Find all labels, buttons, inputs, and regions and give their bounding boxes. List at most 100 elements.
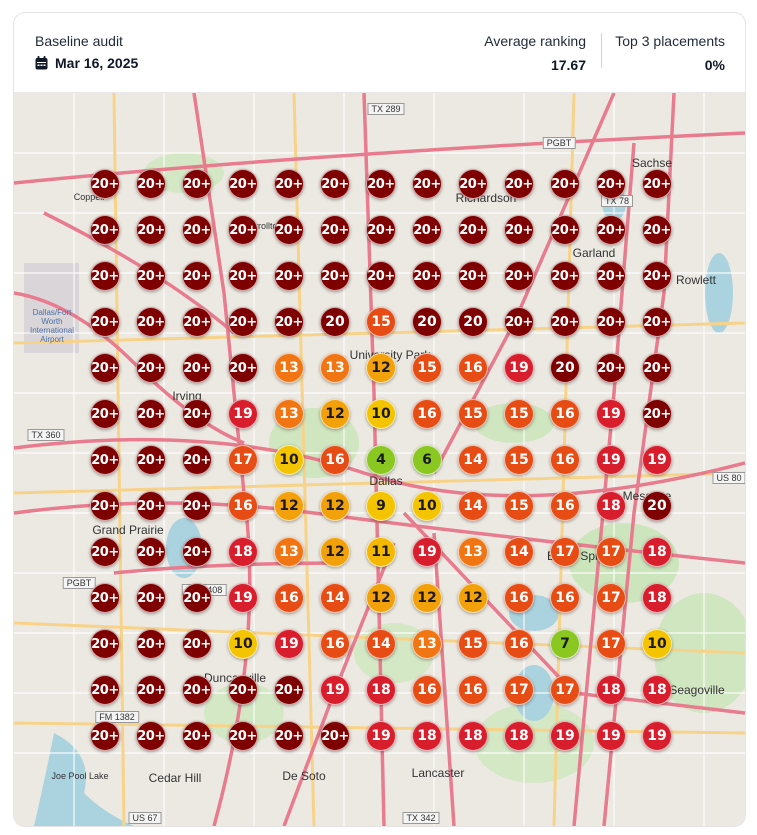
rank-pin[interactable]: 18	[504, 721, 534, 751]
rank-pin[interactable]: 19	[504, 353, 534, 383]
rank-pin[interactable]: 20+	[274, 675, 304, 705]
rank-pin[interactable]: 16	[550, 399, 580, 429]
rank-pin[interactable]: 20+	[182, 583, 212, 613]
rank-pin[interactable]: 20+	[504, 307, 534, 337]
rank-pin[interactable]: 13	[458, 537, 488, 567]
rank-pin[interactable]: 13	[274, 353, 304, 383]
rank-pin[interactable]: 20+	[90, 491, 120, 521]
rank-pin[interactable]: 12	[320, 537, 350, 567]
rank-pin[interactable]: 17	[504, 675, 534, 705]
rank-pin[interactable]: 12	[412, 583, 442, 613]
rank-pin[interactable]: 20+	[274, 261, 304, 291]
rank-pin[interactable]: 18	[458, 721, 488, 751]
rank-pin[interactable]: 12	[458, 583, 488, 613]
rank-pin[interactable]: 20+	[90, 215, 120, 245]
rank-pin[interactable]: 15	[504, 445, 534, 475]
rank-pin[interactable]: 20+	[182, 537, 212, 567]
rank-pin[interactable]: 20+	[228, 169, 258, 199]
rank-pin[interactable]: 20+	[320, 215, 350, 245]
rank-pin[interactable]: 14	[458, 491, 488, 521]
rank-pin[interactable]: 17	[596, 537, 626, 567]
rank-pin[interactable]: 11	[366, 537, 396, 567]
rank-pin[interactable]: 14	[366, 629, 396, 659]
rank-pin[interactable]: 16	[228, 491, 258, 521]
rank-pin[interactable]: 15	[504, 399, 534, 429]
rank-pin[interactable]: 20	[458, 307, 488, 337]
rank-pin[interactable]: 18	[596, 491, 626, 521]
rank-pin[interactable]: 16	[412, 399, 442, 429]
rank-pin[interactable]: 20+	[366, 261, 396, 291]
rank-pin[interactable]: 20+	[90, 399, 120, 429]
rank-pin[interactable]: 20+	[366, 169, 396, 199]
rank-pin[interactable]: 20+	[550, 261, 580, 291]
rank-pin[interactable]: 13	[274, 537, 304, 567]
rank-pin[interactable]: 20+	[136, 353, 166, 383]
rank-pin[interactable]: 13	[274, 399, 304, 429]
rank-pin[interactable]: 20+	[90, 353, 120, 383]
rank-pin[interactable]: 19	[596, 399, 626, 429]
rank-pin[interactable]: 16	[504, 629, 534, 659]
rank-pin[interactable]: 16	[550, 583, 580, 613]
rank-pin[interactable]: 20+	[90, 629, 120, 659]
rank-pin[interactable]: 20+	[228, 307, 258, 337]
rank-pin[interactable]: 17	[228, 445, 258, 475]
rank-pin[interactable]: 20+	[228, 353, 258, 383]
rank-pin[interactable]: 20+	[136, 215, 166, 245]
rank-pin[interactable]: 18	[366, 675, 396, 705]
rank-pin[interactable]: 20+	[320, 721, 350, 751]
rank-pin[interactable]: 10	[228, 629, 258, 659]
rank-pin[interactable]: 19	[228, 583, 258, 613]
rank-pin[interactable]: 16	[504, 583, 534, 613]
rank-pin[interactable]: 20+	[458, 215, 488, 245]
rank-pin[interactable]: 20+	[412, 261, 442, 291]
rank-pin[interactable]: 20+	[274, 169, 304, 199]
rank-pin[interactable]: 15	[458, 399, 488, 429]
rank-pin[interactable]: 15	[412, 353, 442, 383]
rank-pin[interactable]: 10	[366, 399, 396, 429]
rank-pin[interactable]: 9	[366, 491, 396, 521]
rank-pin[interactable]: 20+	[504, 215, 534, 245]
rank-pin[interactable]: 18	[642, 675, 672, 705]
rank-pin[interactable]: 20+	[182, 675, 212, 705]
rank-pin[interactable]: 20+	[642, 169, 672, 199]
rank-pin[interactable]: 19	[274, 629, 304, 659]
rank-pin[interactable]: 16	[458, 353, 488, 383]
rank-pin[interactable]: 15	[366, 307, 396, 337]
rank-pin[interactable]: 20+	[90, 261, 120, 291]
rank-pin[interactable]: 20+	[596, 169, 626, 199]
rank-pin[interactable]: 20+	[366, 215, 396, 245]
rank-pin[interactable]: 20+	[642, 307, 672, 337]
rank-pin[interactable]: 20	[642, 491, 672, 521]
rank-pin[interactable]: 20+	[320, 169, 350, 199]
rank-pin[interactable]: 16	[274, 583, 304, 613]
rank-pin[interactable]: 20+	[550, 169, 580, 199]
rank-pin[interactable]: 20+	[182, 215, 212, 245]
rank-pin[interactable]: 19	[642, 721, 672, 751]
rank-pin[interactable]: 18	[412, 721, 442, 751]
rank-pin[interactable]: 20+	[136, 583, 166, 613]
rank-pin[interactable]: 20+	[136, 537, 166, 567]
rank-pin[interactable]: 12	[366, 583, 396, 613]
rank-pin[interactable]: 19	[550, 721, 580, 751]
rank-pin[interactable]: 18	[642, 537, 672, 567]
rank-pin[interactable]: 20+	[550, 307, 580, 337]
rank-pin[interactable]: 18	[596, 675, 626, 705]
rank-pin[interactable]: 19	[596, 445, 626, 475]
rank-pin[interactable]: 20+	[596, 261, 626, 291]
rank-pin[interactable]: 20+	[136, 307, 166, 337]
rank-pin[interactable]: 16	[320, 445, 350, 475]
rank-pin[interactable]: 20+	[182, 399, 212, 429]
rank-pin[interactable]: 20+	[228, 215, 258, 245]
rank-pin[interactable]: 15	[504, 491, 534, 521]
rank-pin[interactable]: 20	[412, 307, 442, 337]
rank-pin[interactable]: 20+	[182, 261, 212, 291]
rank-pin[interactable]: 20+	[182, 721, 212, 751]
rank-pin[interactable]: 6	[412, 445, 442, 475]
rank-pin[interactable]: 18	[228, 537, 258, 567]
rank-pin[interactable]: 17	[596, 583, 626, 613]
rank-pin[interactable]: 19	[412, 537, 442, 567]
rank-pin[interactable]: 20+	[458, 169, 488, 199]
rank-pin[interactable]: 20+	[136, 721, 166, 751]
rank-pin[interactable]: 20+	[274, 721, 304, 751]
rank-pin[interactable]: 19	[642, 445, 672, 475]
